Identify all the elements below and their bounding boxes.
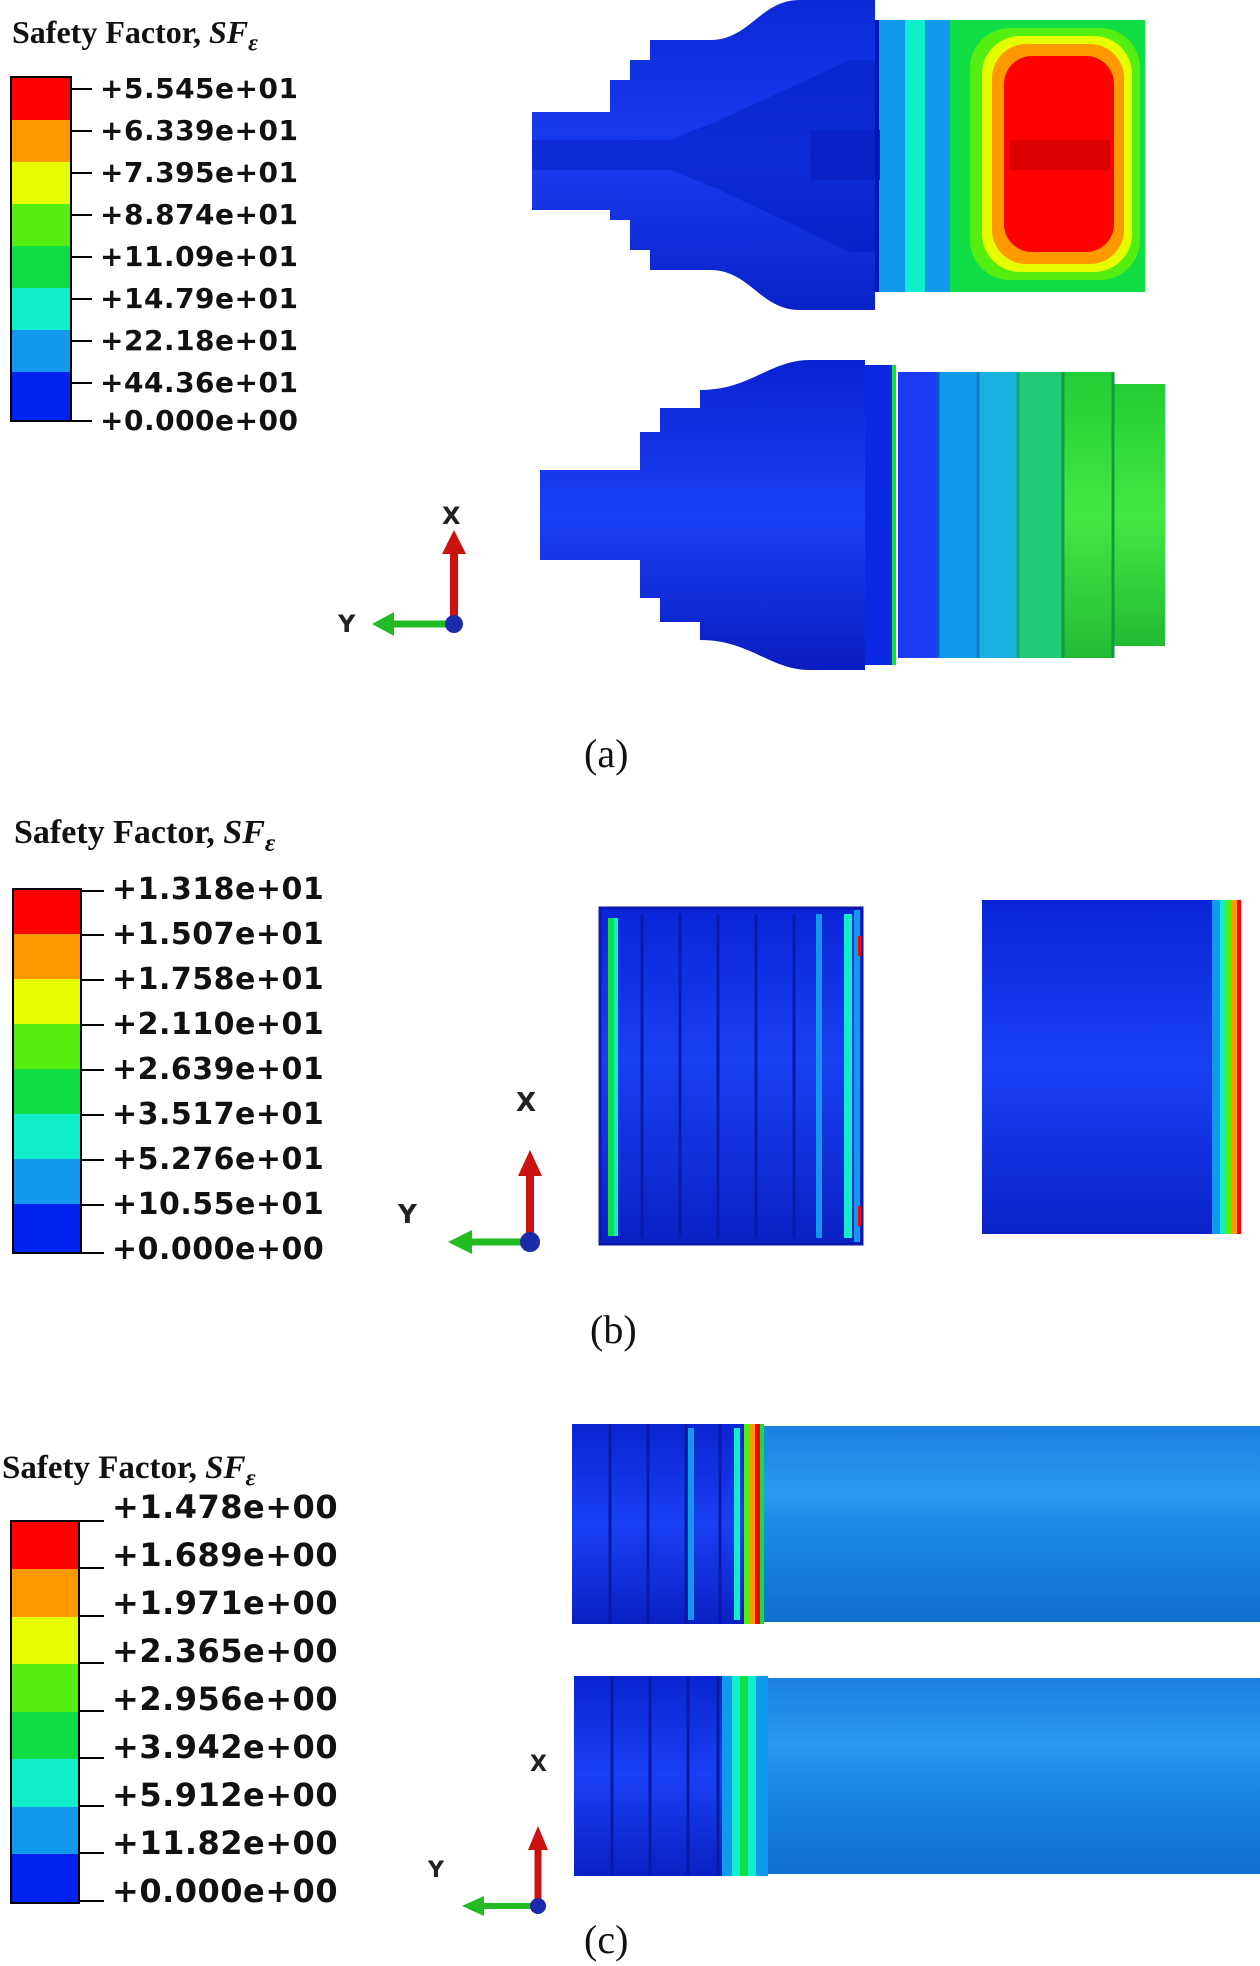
legend-title: Safety Factor, SFε [14, 814, 276, 857]
tick-label: +44.36e+01 [100, 366, 299, 399]
triad-y-label: Y [428, 1858, 444, 1883]
tick-label: +8.874e+01 [100, 198, 299, 231]
fe-model-smooth-block [982, 900, 1241, 1234]
swatch-2 [14, 934, 80, 979]
triad-y-label: Y [398, 1200, 417, 1230]
triad-x-label: X [442, 502, 461, 530]
tick-label: +2.639e+01 [112, 1052, 325, 1087]
tick-label: +0.000e+00 [112, 1232, 325, 1267]
swatch-7 [12, 330, 70, 372]
swatch-3 [12, 1617, 78, 1664]
tick-label: +3.942e+00 [112, 1728, 339, 1766]
legend-title: Safety Factor, SFε [2, 1450, 256, 1492]
swatch-2 [12, 120, 70, 162]
swatch-8 [12, 372, 70, 420]
tick-label: +6.339e+01 [100, 114, 299, 147]
tick-label: +1.507e+01 [112, 917, 325, 952]
colorbar [10, 1520, 80, 1904]
swatch-5 [14, 1069, 80, 1114]
swatch-6 [12, 288, 70, 330]
fe-model-exterior [540, 360, 1165, 670]
panel-b: Safety Factor, SFε +1.318e+01 +1.507e+01… [0, 800, 1260, 1360]
fe-model-joint-top [572, 1424, 1260, 1624]
tick-label: +11.09e+01 [100, 240, 299, 273]
caption-a: (a) [584, 731, 629, 776]
tick-label: +14.79e+01 [100, 282, 299, 315]
colorbar [10, 76, 72, 422]
tick-label: +1.971e+00 [112, 1584, 339, 1622]
tick-label: +5.545e+01 [100, 72, 299, 105]
tick-label: +1.318e+01 [112, 872, 325, 907]
tick-label: +10.55e+01 [112, 1187, 325, 1222]
tick-label: +11.82e+00 [112, 1824, 339, 1862]
swatch-1 [14, 890, 80, 934]
swatch-3 [12, 162, 70, 204]
swatch-2 [12, 1569, 78, 1617]
swatch-1 [12, 1522, 78, 1569]
legend-title: Safety Factor, SFε [12, 14, 258, 57]
swatch-4 [12, 204, 70, 246]
swatch-4 [14, 1024, 80, 1069]
tick-label: +2.365e+00 [112, 1632, 339, 1670]
panel-c: Safety Factor, SFε +1.478e+00 +1.689e+00… [0, 1380, 1260, 1966]
caption-c: (c) [584, 1917, 629, 1962]
swatch-7 [12, 1807, 78, 1854]
tick-label: +2.956e+00 [112, 1680, 339, 1718]
tick-label: +22.18e+01 [100, 324, 299, 357]
tick-label: +1.689e+00 [112, 1536, 339, 1574]
fe-model-joint-bottom [574, 1676, 1260, 1876]
triad-x-label: X [516, 1088, 537, 1118]
swatch-8 [12, 1854, 78, 1902]
tick-label: +5.912e+00 [112, 1776, 339, 1814]
tick-label: +2.110e+01 [112, 1007, 325, 1042]
tick-label: +1.758e+01 [112, 962, 325, 997]
swatch-3 [14, 979, 80, 1024]
colorbar [12, 888, 82, 1254]
tick-label: +1.478e+00 [112, 1488, 339, 1526]
fe-model-cutaway [532, 0, 1145, 310]
tick-label: +3.517e+01 [112, 1097, 325, 1132]
tick-label: +0.000e+00 [112, 1872, 339, 1910]
fe-model-grooved-section [598, 906, 864, 1246]
triad-y-label: Y [338, 610, 356, 638]
axis-triad [448, 1150, 542, 1254]
tick-label: +0.000e+00 [100, 404, 299, 437]
swatch-6 [14, 1114, 80, 1159]
swatch-6 [12, 1759, 78, 1807]
tick-label: +7.395e+01 [100, 156, 299, 189]
panel-a: Safety Factor, SFε +5.545e+01 +6.339e+01… [0, 0, 1260, 780]
swatch-5 [12, 1712, 78, 1759]
swatch-7 [14, 1159, 80, 1204]
swatch-8 [14, 1204, 80, 1252]
axis-triad [372, 530, 466, 636]
swatch-4 [12, 1664, 78, 1712]
swatch-1 [12, 78, 70, 120]
triad-x-label: X [530, 1752, 547, 1777]
swatch-5 [12, 246, 70, 288]
axis-triad [462, 1826, 548, 1916]
caption-b: (b) [590, 1307, 637, 1352]
tick-label: +5.276e+01 [112, 1142, 325, 1177]
